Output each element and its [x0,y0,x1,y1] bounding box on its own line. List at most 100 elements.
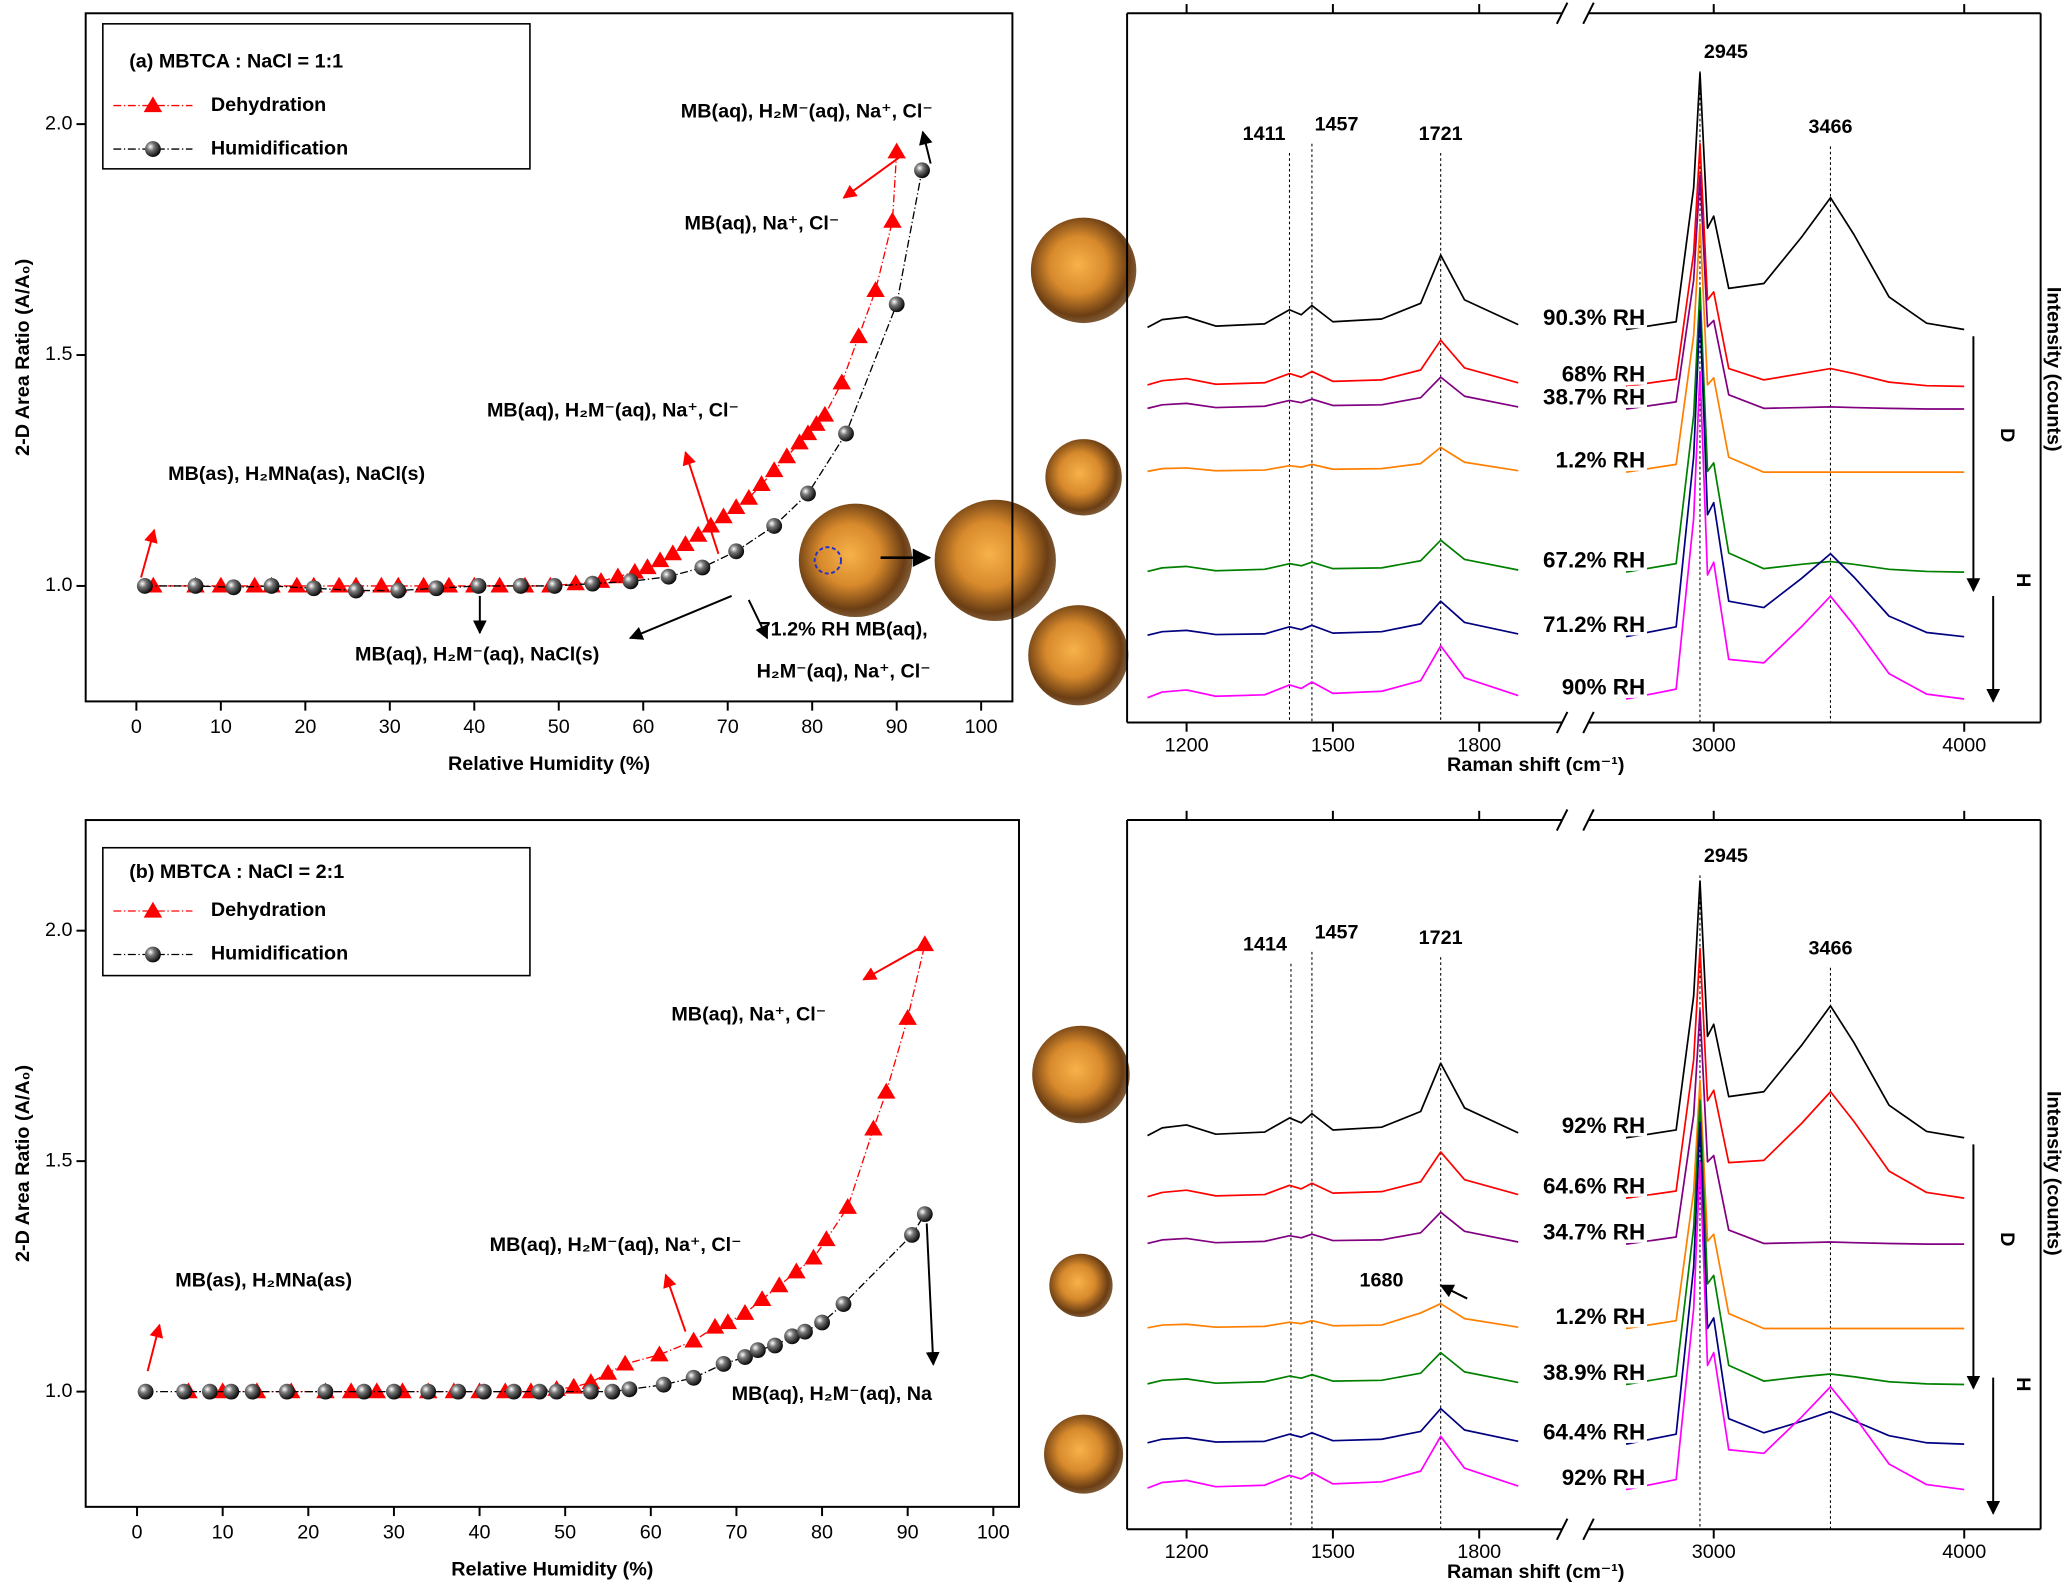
sphere-marker [797,1323,813,1340]
annotation: MB(as), H₂MNa(as) [175,1270,352,1292]
sphere-marker [145,141,161,157]
x-tick-label: 100 [977,1521,1010,1543]
spectrum [1147,142,1965,388]
x-tick-label: 0 [132,1521,143,1543]
spectrum [1147,1009,1965,1245]
axis-break [1582,809,1595,832]
spectrum [1147,1161,1965,1491]
sphere-marker [904,1226,920,1243]
annotation: 71.2% RH MB(aq), [760,618,928,640]
triangle-marker [798,424,818,441]
series-label: 64.4% RH [1543,1420,1645,1445]
x-tick-label: 60 [632,716,654,738]
selection-circle [813,546,843,575]
arrow [1439,1284,1468,1300]
triangle-marker [752,475,771,491]
spectrum [1147,1099,1965,1386]
x-tick-label: 1500 [1311,734,1355,756]
x-tick-label: 50 [554,1521,576,1543]
sphere-marker [814,1314,830,1331]
triangle-marker [663,544,683,561]
x-tick-label: 60 [640,1521,662,1543]
x-tick-label: 20 [297,1521,319,1543]
plot-frame [84,12,1014,703]
legend-label: Dehydration [211,94,326,116]
spectrum [1147,286,1965,573]
triangle-marker [367,1382,387,1399]
x-tick-label: 30 [383,1521,405,1543]
sphere-marker [737,1349,753,1365]
triangle-marker [787,1262,806,1279]
arrow [862,943,928,981]
triangle-marker [608,567,628,584]
annotation: MB(as), H₂MNa(as), NaCl(s) [168,463,425,485]
triangle-marker [581,1373,601,1389]
triangle-marker [650,551,670,568]
sphere-marker [145,946,161,963]
legend-label: Humidification [211,943,348,965]
sphere-marker [728,543,745,560]
x-tick-label: 4000 [1942,1541,1986,1563]
y-tick-label: 1.5 [45,1149,72,1171]
annotation: MB(aq), H₂M⁻(aq), Na⁺, Cl⁻ [681,100,933,122]
axis-break [1555,711,1569,734]
x-tick-label: 10 [212,1521,234,1543]
sphere-marker [548,1383,565,1400]
triangle-marker [877,1082,896,1099]
sphere-marker [531,1383,548,1400]
series-label: 90% RH [1562,674,1645,699]
phase-label: H [2012,1377,2034,1391]
triangle-marker [211,576,231,593]
axis-break [1582,2,1595,25]
axis-break [1582,711,1595,734]
series-label: 64.6% RH [1543,1173,1645,1198]
x-tick-label: 40 [469,1521,491,1543]
sphere-marker [660,568,677,585]
triangle-marker [849,327,868,344]
droplet [1030,217,1137,324]
arrow [663,1273,687,1332]
triangle-marker [329,576,349,593]
peak-label: 1457 [1315,922,1359,944]
arrow [140,528,158,578]
legend-label: Humidification [211,137,348,159]
axis-break [1582,1518,1595,1541]
x-axis-title: Relative Humidity (%) [448,753,650,775]
triangle-marker [638,558,657,575]
sphere-marker [475,1383,492,1400]
arrow [747,599,769,640]
phase-label: D [1996,428,2018,442]
triangle-marker [898,1009,917,1025]
spectrum [1147,174,1965,410]
triangle-marker [752,1290,772,1307]
peak-label: 2945 [1704,845,1748,867]
x-tick-label: 90 [886,716,908,738]
x-tick-label: 1500 [1311,1541,1355,1563]
sphere-marker [838,425,854,442]
x-tick-label: 40 [463,716,485,738]
legend-title: (a) MBTCA : NaCl = 1:1 [129,50,343,72]
y-tick-label: 1.0 [45,1380,72,1402]
triangle-marker [726,498,746,515]
y-tick-label: 1.0 [45,574,72,596]
legend-label: Dehydration [211,899,326,921]
x-tick-label: 3000 [1692,1541,1736,1563]
legend-box [102,23,531,170]
triangle-marker [598,1363,618,1380]
x-tick-label: 1800 [1457,734,1501,756]
x-tick-label: 70 [725,1521,747,1543]
x-tick-label: 80 [811,1521,833,1543]
x-tick-label: 1800 [1457,1541,1501,1563]
legend: (b) MBTCA : NaCl = 2:1 Dehydration Humidif… [102,846,531,977]
sphere-marker [505,1383,522,1400]
sphere-marker [835,1296,852,1312]
peak-label: 1721 [1419,927,1463,949]
series-label: 92% RH [1562,1113,1645,1138]
arrow [628,595,733,640]
triangle-marker [817,1230,836,1247]
annotation: MB(aq), H₂M⁻(aq), Na [732,1383,933,1405]
droplet [1044,1414,1124,1494]
droplet [1045,439,1122,516]
sphere-marker [621,1381,638,1398]
